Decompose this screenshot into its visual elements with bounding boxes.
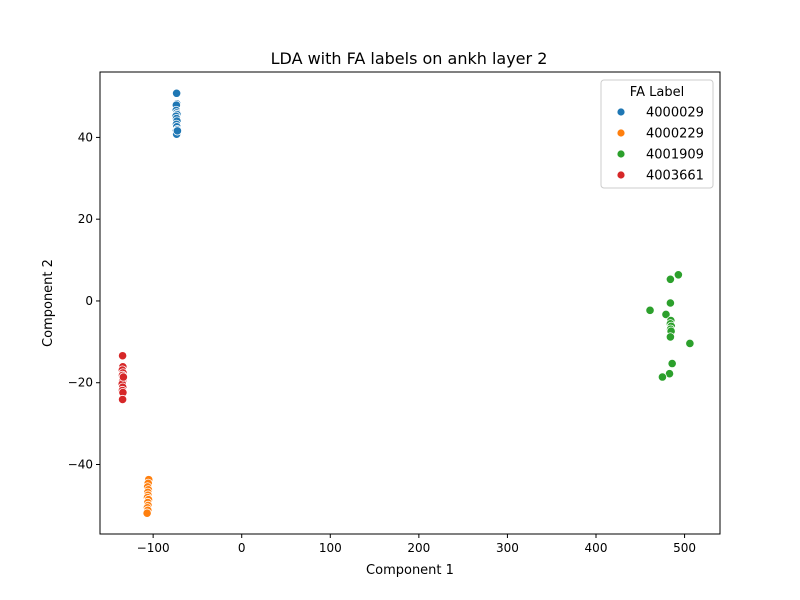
data-point [665,332,676,342]
legend-marker [616,128,626,138]
data-point [118,372,128,382]
data-point [685,338,695,349]
x-tick-label: 500 [673,541,696,555]
y-tick-label: −40 [68,457,93,471]
data-point [645,305,655,315]
data-point [172,126,183,136]
data-point [117,394,128,405]
x-tick-label: 0 [238,541,246,555]
series-4001909 [645,270,695,382]
legend-label: 4001909 [646,148,704,163]
plot-frame [99,71,721,535]
data-point [117,351,128,361]
data-point [667,358,677,369]
data-point [661,309,671,320]
x-tick-label: 400 [585,541,608,555]
y-axis-ticks: −40 −20 0 20 40 [68,130,100,471]
series-4000029 [171,88,183,139]
legend: FA Label 4000029 4000229 4001909 4003661 [600,79,714,189]
legend-label: 4000229 [646,127,704,142]
legend-title: FA Label [630,85,684,100]
data-point [673,270,683,280]
y-tick-label: 20 [78,212,93,226]
x-axis-label: Component 1 [366,563,454,578]
series-4000229 [142,475,154,518]
legend-label: 4000029 [646,106,704,121]
legend-items: 4000029 4000229 4001909 4003661 [616,106,704,184]
y-tick-label: 0 [85,294,93,308]
x-tick-label: 100 [319,541,342,555]
legend-box [600,79,714,189]
x-tick-label: 200 [407,541,430,555]
y-axis-label: Component 2 [41,259,56,347]
x-tick-label: 300 [496,541,519,555]
data-point [142,508,152,518]
y-tick-label: −20 [68,376,93,390]
x-tick-label: −100 [137,541,170,555]
y-tick-label: 40 [78,130,93,144]
legend-marker [616,170,626,180]
data-points-layer [117,88,695,518]
data-point [665,274,676,284]
x-axis-ticks: −100 0 100 200 300 400 500 [137,534,696,555]
series-4003661 [117,351,128,405]
chart-title: LDA with FA labels on ankh layer 2 [271,49,548,68]
data-point [665,298,676,308]
legend-marker [616,107,626,117]
data-point [172,88,182,98]
data-point [657,372,668,382]
legend-label: 4003661 [646,169,704,184]
legend-marker [616,149,626,159]
